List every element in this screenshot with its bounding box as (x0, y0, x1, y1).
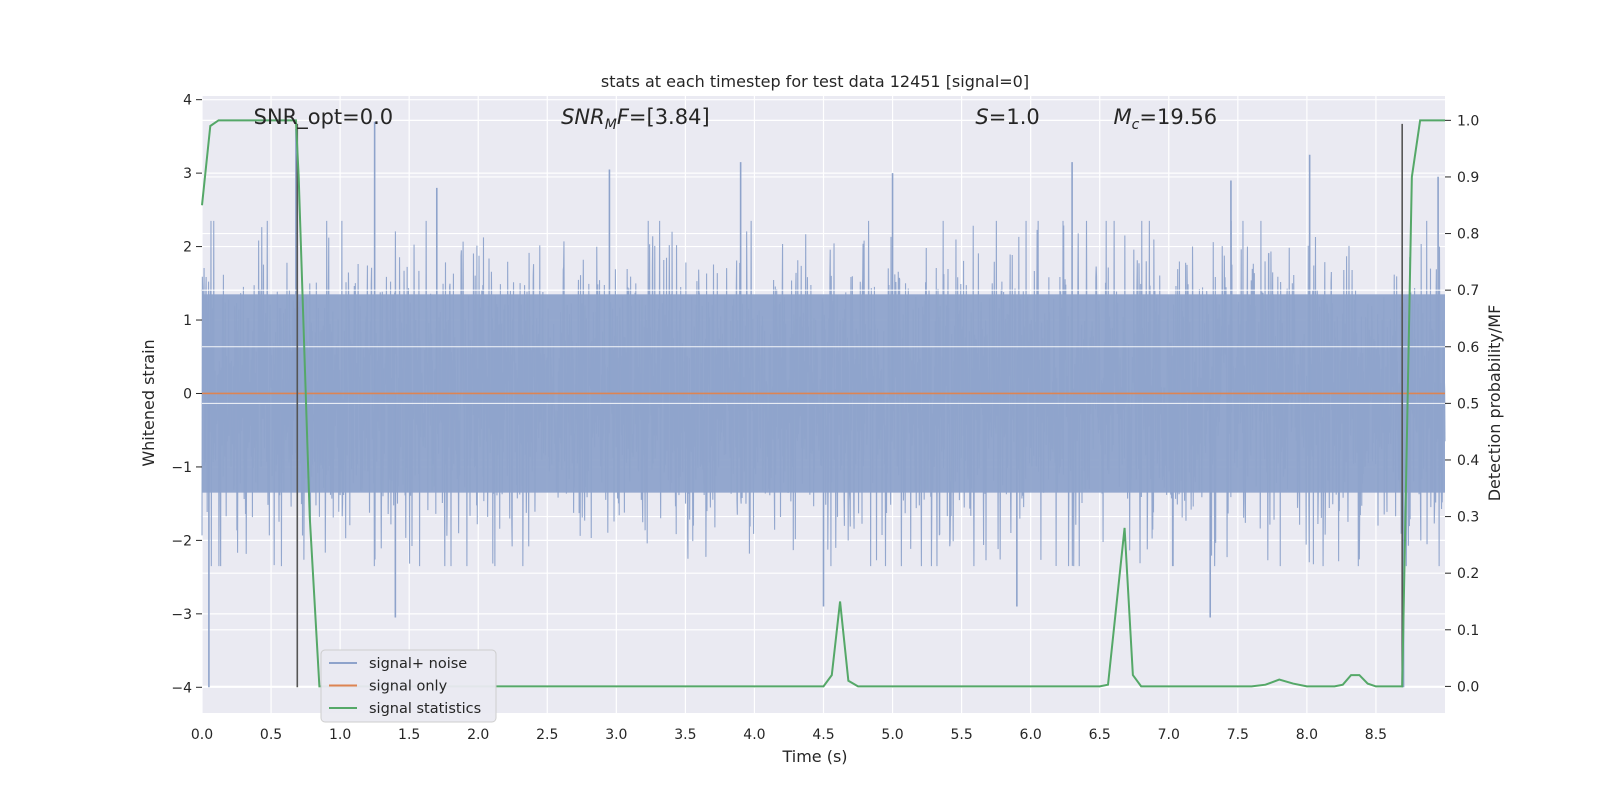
annotation-text: SNRMF=[3.84] (561, 105, 710, 133)
y-tick-label: 4 (183, 93, 192, 109)
x-tick-label: 0.5 (260, 727, 282, 743)
annotations: SNR_opt=0.0 SNRMF=[3.84] S=1.0 Mc=19.56 (254, 105, 1217, 133)
chart-title: stats at each timestep for test data 124… (601, 72, 1029, 91)
legend-label: signal statistics (369, 701, 481, 717)
y2-tick-label: 0.5 (1457, 396, 1479, 412)
y2-tick-label: 0.4 (1457, 453, 1479, 469)
x-axis-label: Time (s) (781, 747, 847, 766)
y-tick-label: 2 (183, 240, 192, 256)
legend-box (320, 649, 497, 723)
y2-tick-label: 0.8 (1457, 227, 1479, 243)
x-tick-label: 8.0 (1296, 727, 1318, 743)
y-tick-label: 0 (183, 386, 192, 402)
y2-axis-label: Detection probability/MF (1485, 305, 1504, 502)
y2-tick-label: 0.6 (1457, 340, 1479, 356)
y-tick-label: 3 (183, 166, 192, 182)
x-tick-label: 4.0 (743, 727, 765, 743)
legend-label: signal only (369, 679, 448, 695)
y2-tick-label: 0.7 (1457, 283, 1479, 299)
legend-label: signal+ noise (369, 656, 467, 672)
x-tick-label: 3.5 (674, 727, 696, 743)
x-tick-label: 3.0 (605, 727, 627, 743)
y2-tick-label: 0.3 (1457, 510, 1479, 526)
y2-tick-label: 0.9 (1457, 170, 1479, 186)
x-tick-label: 5.5 (950, 727, 972, 743)
y2-tick-label: 0.1 (1457, 623, 1479, 639)
y-tick-label: −3 (171, 607, 192, 623)
x-tick-label: 0.0 (191, 727, 213, 743)
annotation-text: Mc=19.56 (1114, 105, 1218, 133)
x-tick-label: 6.0 (1020, 727, 1042, 743)
x-tick-label: 5.0 (881, 727, 903, 743)
y-axis-label: Whitened strain (139, 339, 158, 466)
y-tick-label: −2 (171, 533, 192, 549)
x-tick-label: 8.5 (1365, 727, 1387, 743)
series-signal-statistics-line (201, 119, 1445, 688)
x-tick-label: 2.5 (536, 727, 558, 743)
plot-area (201, 96, 1446, 713)
y2-tick-label: 0.0 (1457, 679, 1479, 695)
x-tick-label: 6.5 (1089, 727, 1111, 743)
x-tick-label: 1.0 (329, 727, 351, 743)
tick-labels: 0.0 0.5 1.0 1.5 2.0 2.5 3.0 3.5 4.0 4.5 5.0 5.5 6.0 6… (171, 93, 1479, 743)
y2-tick-label: 0.2 (1457, 566, 1479, 582)
x-tick-label: 4.5 (812, 727, 834, 743)
y-tick-label: −4 (171, 680, 192, 696)
y-tick-label: 1 (183, 313, 192, 329)
legend: signal+ noise signal only signal statistic… (320, 649, 497, 723)
x-tick-label: 1.5 (398, 727, 420, 743)
annotation-text: S=1.0 (975, 105, 1039, 129)
y-tick-label: −1 (171, 460, 192, 476)
x-tick-label: 7.5 (1227, 727, 1249, 743)
y2-tick-label: 1.0 (1457, 113, 1479, 129)
x-tick-label: 2.0 (467, 727, 489, 743)
annotation-text: SNR_opt=0.0 (254, 105, 394, 130)
x-tick-label: 7.0 (1158, 727, 1180, 743)
